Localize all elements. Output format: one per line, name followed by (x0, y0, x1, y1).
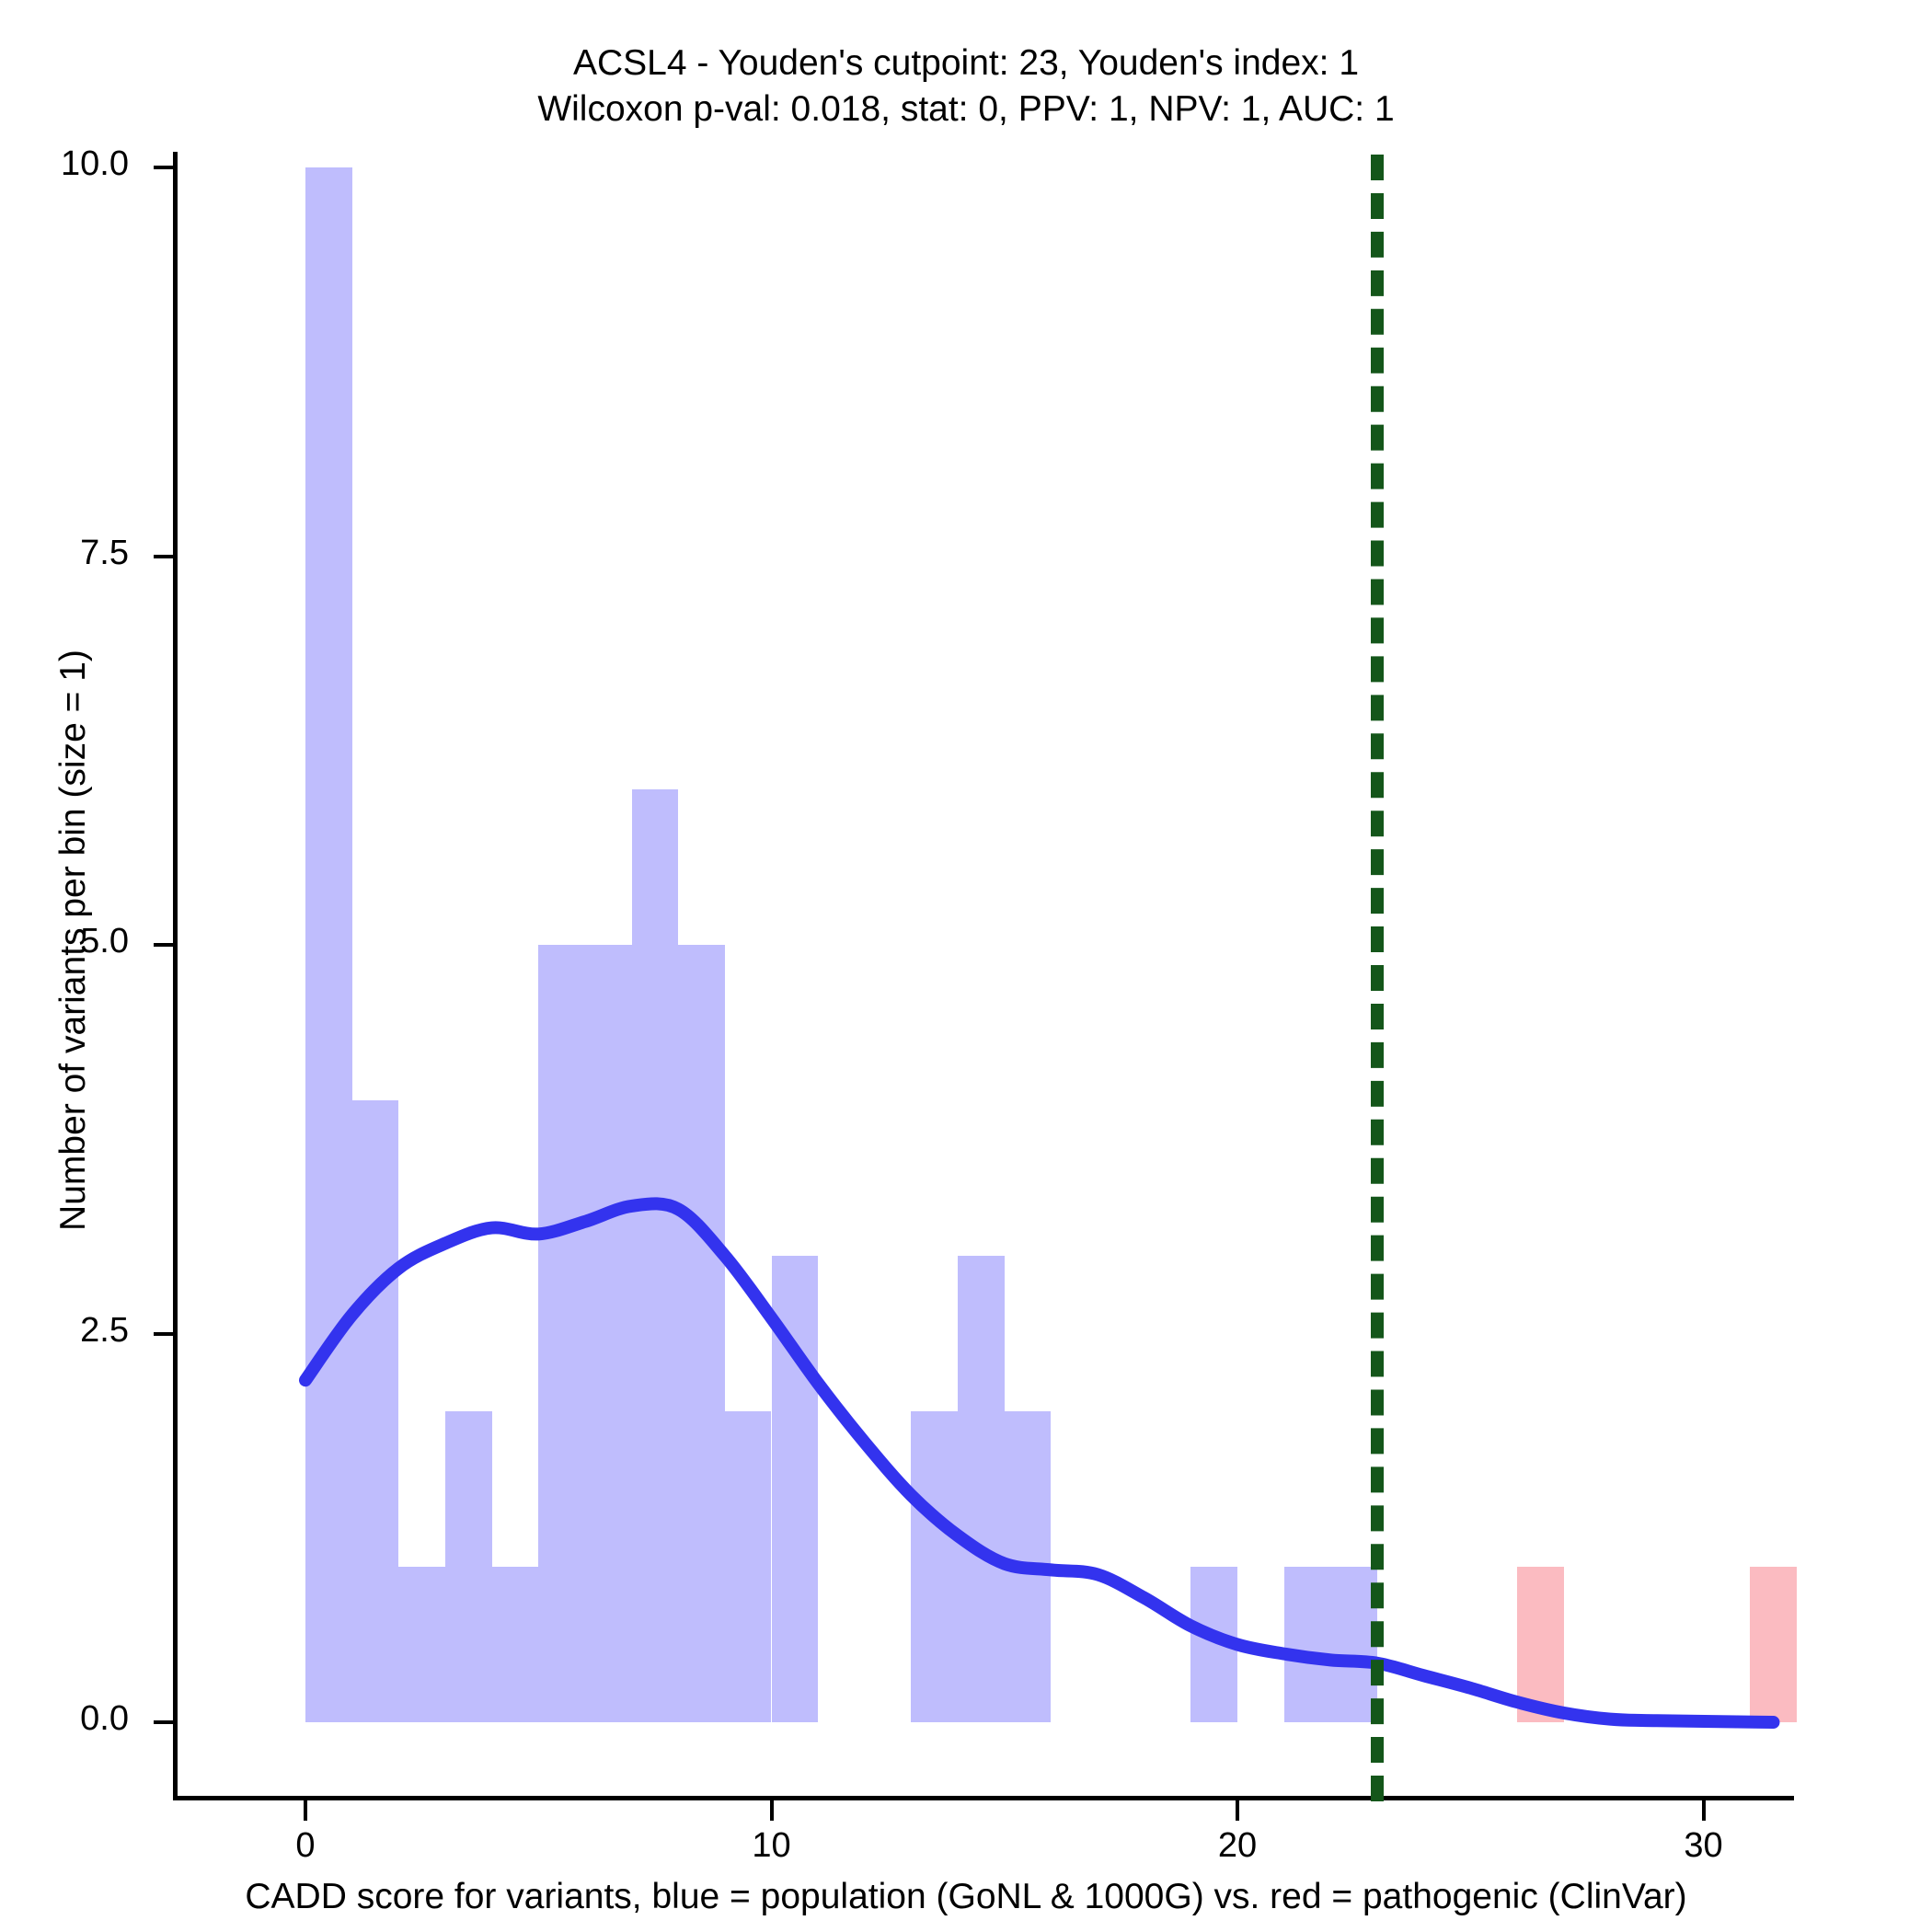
youden-cutpoint-line (1370, 155, 1384, 1801)
chart-title: ACSL4 - Youden's cutpoint: 23, Youden's … (0, 40, 1932, 132)
y-tick-4 (154, 166, 174, 169)
y-tick-label-3: 7.5 (80, 533, 129, 572)
x-tick-3 (1701, 1800, 1706, 1821)
y-tick-label-4: 10.0 (61, 144, 129, 183)
title-line-2: Wilcoxon p-val: 0.018, stat: 0, PPV: 1, … (537, 89, 1395, 129)
histogram-bar (351, 1100, 399, 1722)
histogram-bar (538, 945, 585, 1722)
histogram-bar (584, 945, 632, 1722)
histogram-bar (444, 1411, 492, 1722)
y-axis-line (173, 152, 178, 1799)
histogram-bar (1516, 1567, 1564, 1722)
x-tick-2 (1236, 1800, 1239, 1821)
x-tick-label-3: 30 (1684, 1826, 1723, 1865)
x-axis-label: CADD score for variants, blue = populati… (245, 1877, 1687, 1916)
x-tick-0 (304, 1800, 307, 1821)
histogram-bar (305, 167, 352, 1722)
y-tick-label-1: 2.5 (80, 1310, 129, 1350)
y-tick-2 (154, 943, 174, 947)
y-tick-label-0: 0.0 (80, 1699, 129, 1738)
histogram-bar (911, 1411, 959, 1722)
x-tick-1 (769, 1800, 774, 1821)
x-tick-label-2: 20 (1217, 1826, 1258, 1865)
histogram-bar (491, 1567, 539, 1722)
histogram-bar (724, 1411, 772, 1722)
y-tick-1 (154, 1331, 174, 1336)
histogram-bar (398, 1567, 445, 1722)
histogram-bar (1750, 1567, 1797, 1722)
histogram-bar (958, 1256, 1005, 1722)
y-tick-3 (154, 554, 174, 558)
y-tick-0 (154, 1720, 174, 1724)
title-line-1: ACSL4 - Youden's cutpoint: 23, Youden's … (572, 43, 1360, 83)
histogram-bar (1283, 1567, 1331, 1722)
x-tick-label-1: 10 (752, 1826, 791, 1865)
histogram-bar (1330, 1567, 1377, 1722)
histogram-bar (678, 945, 725, 1722)
x-axis-line (173, 1796, 1794, 1800)
x-tick-label-0: 0 (295, 1826, 316, 1865)
density-curve-path (299, 1197, 1780, 1729)
histogram-bar (631, 789, 679, 1722)
y-tick-label-2: 5.0 (80, 922, 129, 960)
